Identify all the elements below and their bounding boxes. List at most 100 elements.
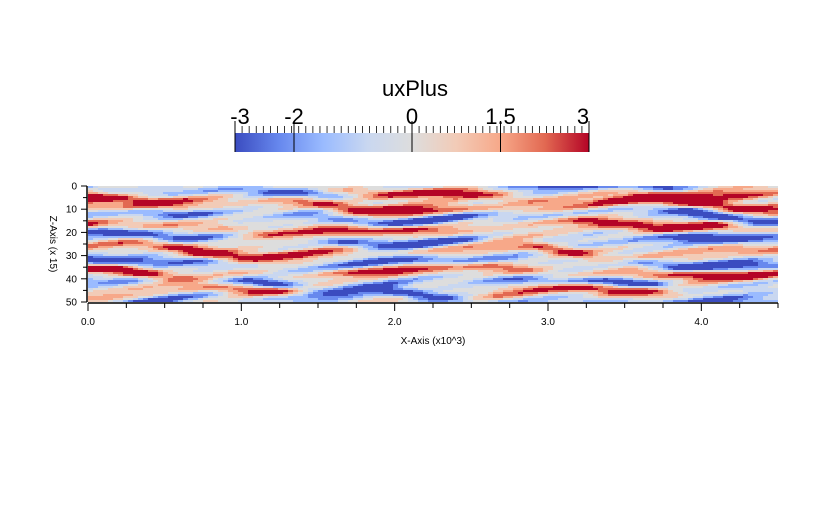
heatmap-cell: [718, 220, 724, 223]
heatmap-cell: [713, 210, 719, 213]
heatmap-cell: [88, 208, 94, 211]
heatmap-cell: [668, 232, 674, 235]
heatmap-cell: [598, 246, 604, 249]
heatmap-cell: [133, 202, 139, 205]
heatmap-cell: [353, 206, 359, 209]
heatmap-cell: [253, 246, 259, 249]
heatmap-cell: [273, 200, 279, 203]
heatmap-cell: [738, 240, 744, 243]
heatmap-cell: [423, 240, 429, 243]
heatmap-cell: [653, 220, 659, 223]
heatmap-cell: [168, 236, 174, 239]
heatmap-cell: [758, 252, 764, 255]
heatmap-cell: [768, 194, 774, 197]
heatmap-cell: [398, 254, 404, 257]
heatmap-cell: [328, 226, 334, 229]
heatmap-cell: [533, 222, 539, 225]
heatmap-cell: [543, 208, 549, 211]
heatmap-cell: [498, 240, 504, 243]
heatmap-cell: [693, 242, 699, 245]
heatmap-cell: [468, 230, 474, 233]
heatmap-cell: [528, 252, 534, 255]
heatmap-cell: [593, 238, 599, 241]
heatmap-cell: [668, 202, 674, 205]
heatmap-cell: [368, 198, 374, 201]
heatmap-cell: [158, 226, 164, 229]
heatmap-cell: [273, 238, 279, 241]
heatmap-cell: [568, 208, 574, 211]
heatmap-cell: [608, 204, 614, 207]
heatmap-cell: [718, 196, 724, 199]
heatmap-cell: [513, 248, 519, 251]
heatmap-cell: [573, 204, 579, 207]
heatmap-cell: [108, 226, 114, 229]
heatmap-cell: [573, 202, 579, 205]
heatmap-cell: [633, 194, 639, 197]
heatmap-cell: [448, 246, 454, 249]
heatmap-cell: [368, 238, 374, 241]
heatmap-cell: [293, 190, 299, 193]
heatmap-cell: [483, 220, 489, 223]
heatmap-cell: [398, 252, 404, 255]
heatmap-cell: [548, 228, 554, 231]
heatmap-cell: [173, 242, 179, 245]
heatmap-cell: [773, 240, 778, 243]
heatmap-cell: [288, 208, 294, 211]
heatmap-cell: [203, 192, 209, 195]
heatmap-cell: [373, 190, 379, 193]
heatmap-cell: [293, 228, 299, 231]
heatmap-cell: [758, 204, 764, 207]
heatmap-cell: [293, 220, 299, 223]
heatmap-cell: [588, 232, 594, 235]
heatmap-cell: [163, 232, 169, 235]
heatmap-cell: [243, 242, 249, 245]
heatmap-cell: [483, 256, 489, 259]
heatmap-cell: [288, 242, 294, 245]
heatmap-cell: [673, 198, 679, 201]
heatmap-cell: [543, 196, 549, 199]
heatmap-cell: [228, 206, 234, 209]
heatmap-cell: [108, 198, 114, 201]
heatmap-cell: [258, 236, 264, 239]
heatmap-cell: [313, 200, 319, 203]
heatmap-cell: [318, 192, 324, 195]
heatmap-cell: [268, 238, 274, 241]
heatmap-cell: [148, 242, 154, 245]
heatmap-cell: [593, 232, 599, 235]
heatmap-cell: [553, 234, 559, 237]
heatmap-cell: [108, 208, 114, 211]
heatmap-cell: [228, 230, 234, 233]
heatmap-cell: [773, 190, 778, 193]
heatmap-cell: [138, 212, 144, 215]
heatmap-cell: [158, 232, 164, 235]
heatmap-cell: [98, 232, 104, 235]
heatmap-cell: [333, 208, 339, 211]
heatmap-cell: [203, 238, 209, 241]
heatmap-cell: [378, 194, 384, 197]
heatmap-cell: [613, 240, 619, 243]
heatmap-cell: [658, 244, 664, 247]
heatmap-cell: [163, 186, 169, 189]
heatmap-cell: [403, 190, 409, 193]
heatmap-cell: [88, 238, 94, 241]
heatmap-cell: [533, 228, 539, 231]
heatmap-cell: [133, 254, 139, 257]
heatmap-cell: [708, 250, 714, 253]
heatmap-cell: [418, 222, 424, 225]
heatmap-cell: [583, 224, 589, 227]
heatmap-cell: [243, 196, 249, 199]
heatmap-cell: [113, 208, 119, 211]
heatmap-cell: [428, 210, 434, 213]
heatmap-cell: [728, 196, 734, 199]
heatmap-cell: [713, 252, 719, 255]
heatmap-cell: [563, 204, 569, 207]
heatmap-cell: [113, 216, 119, 219]
heatmap-cell: [508, 186, 514, 189]
heatmap-cell: [533, 212, 539, 215]
heatmap-cell: [483, 250, 489, 253]
heatmap-cell: [223, 226, 229, 229]
heatmap-cell: [233, 224, 239, 227]
heatmap-cell: [168, 194, 174, 197]
heatmap-cell: [438, 214, 444, 217]
